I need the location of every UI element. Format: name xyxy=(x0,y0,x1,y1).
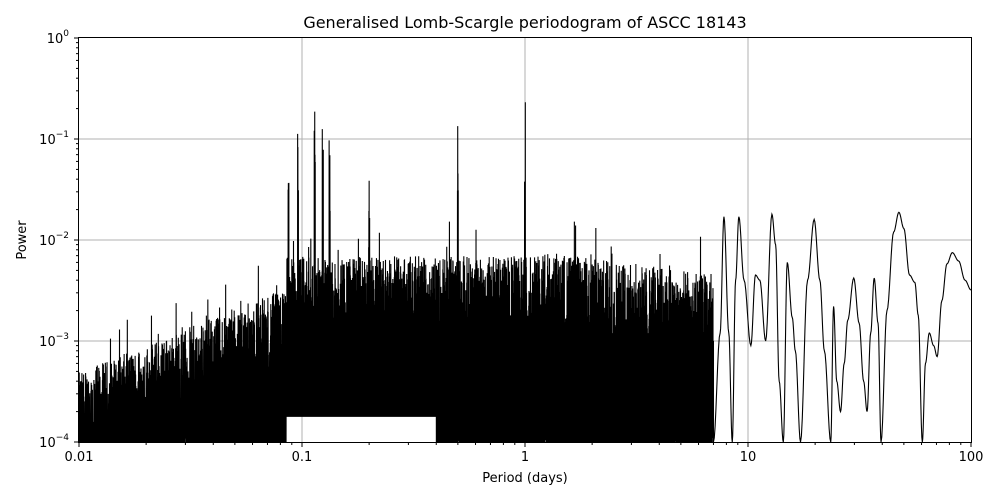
y-tick-label: 10−2 xyxy=(39,231,69,249)
tick-layer: 0.01 0.1 1 10 100 10−4 10−3 10−2 10−1 100 xyxy=(39,29,983,465)
x-tick-label: 0.1 xyxy=(292,450,313,465)
x-tick-label: 1 xyxy=(521,450,529,465)
y-tick-label: 100 xyxy=(47,29,70,47)
periodogram-line xyxy=(79,102,971,442)
y-tick-label: 10−4 xyxy=(39,433,69,451)
x-tick-label: 10 xyxy=(740,450,757,465)
y-tick-label: 10−3 xyxy=(39,332,69,350)
x-tick-label: 100 xyxy=(959,450,984,465)
chart-title: Generalised Lomb-Scargle periodogram of … xyxy=(303,13,746,32)
series-layer xyxy=(79,102,971,442)
x-axis-label: Period (days) xyxy=(482,471,568,486)
plot-frame xyxy=(78,37,972,443)
y-tick-label: 10−1 xyxy=(39,130,69,148)
y-axis-label: Power xyxy=(15,220,30,260)
x-tick-label: 0.01 xyxy=(65,450,94,465)
